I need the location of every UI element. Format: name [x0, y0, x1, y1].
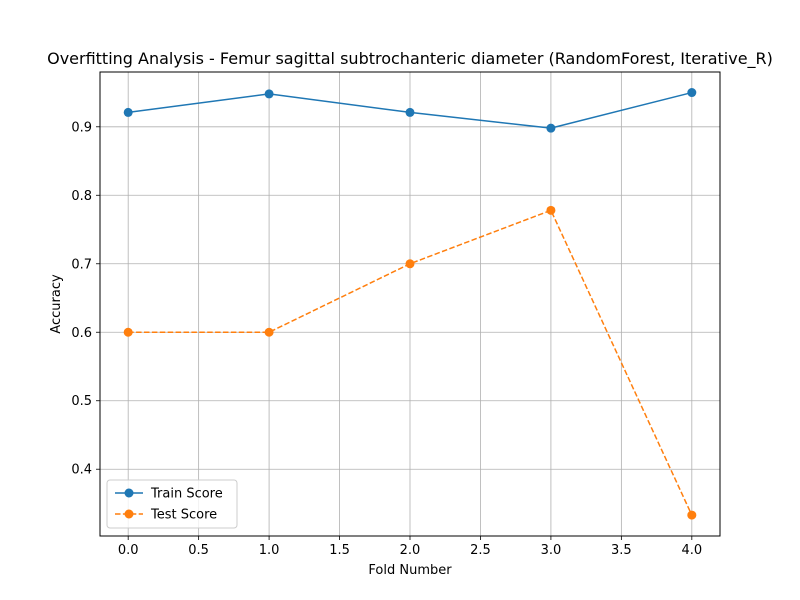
x-axis-label: Fold Number [368, 563, 452, 578]
x-tick-label: 3.0 [541, 543, 562, 558]
series-0-point [123, 107, 133, 117]
series-1-point [405, 259, 415, 269]
legend-box [106, 479, 238, 529]
y-tick-label: 0.7 [71, 257, 92, 272]
y-tick-label: 0.8 [71, 189, 92, 204]
y-tick-label: 0.6 [71, 326, 92, 341]
y-tick-label: 0.4 [71, 463, 92, 478]
series-0-point [264, 89, 274, 99]
legend-label: Train Score [150, 487, 223, 502]
series-1-point [123, 327, 133, 337]
y-axis-label: Accuracy [49, 274, 64, 334]
y-tick-label: 0.5 [71, 394, 92, 409]
x-tick-label: 2.5 [470, 543, 491, 558]
legend-label: Test Score [150, 508, 217, 523]
series-1-point [687, 510, 697, 520]
chart-title: Overfitting Analysis - Femur sagittal su… [47, 49, 773, 69]
series-0-point [405, 107, 415, 117]
x-axis: 0.0 0.5 1.0 1.5 2.0 2.5 3.0 3.5 4.0 [118, 536, 702, 558]
x-tick-label: 0.0 [118, 543, 139, 558]
x-tick-label: 1.0 [259, 543, 280, 558]
x-tick-label: 2.0 [400, 543, 421, 558]
x-tick-label: 4.0 [681, 543, 702, 558]
x-tick-label: 3.5 [611, 543, 632, 558]
legend-marker [124, 488, 134, 498]
y-axis: 0.4 0.5 0.6 0.7 0.8 0.9 [71, 120, 100, 478]
legend: Train Score Test Score [106, 479, 238, 529]
y-tick-label: 0.9 [71, 120, 92, 135]
series-0-point [546, 123, 556, 133]
series-1-point [546, 205, 556, 215]
series-layer [123, 88, 697, 520]
x-tick-label: 0.5 [188, 543, 209, 558]
legend-marker [124, 509, 134, 519]
series-1-point [264, 327, 274, 337]
series-0-point [687, 88, 697, 98]
grid [100, 72, 720, 536]
x-tick-label: 1.5 [329, 543, 350, 558]
